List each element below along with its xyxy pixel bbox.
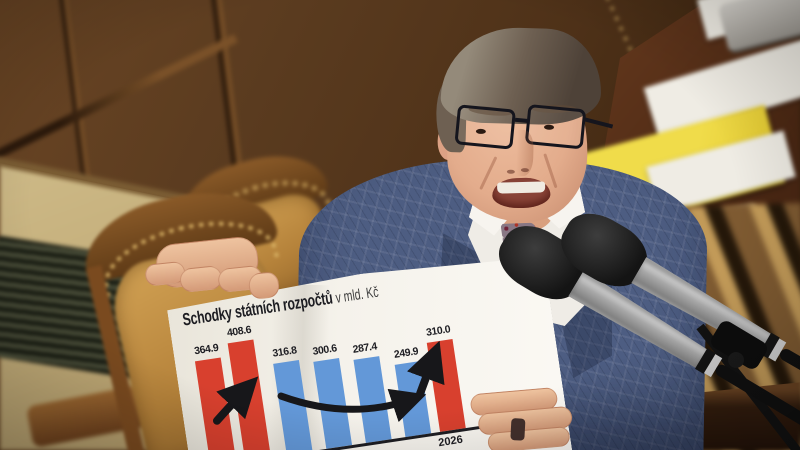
hand-left [469, 380, 575, 450]
finger [178, 264, 224, 294]
glasses-bridge [514, 117, 529, 124]
teeth [497, 181, 546, 194]
arrow-swoosh [281, 377, 409, 421]
mic-clamp-knob [728, 352, 744, 368]
glasses-lens-left [454, 104, 516, 150]
glasses-lens-right [524, 104, 587, 150]
eye-right [543, 124, 555, 130]
arrow-bar1-bar2 [213, 391, 247, 420]
poster-chart: Schodky státních rozpočtů v mld. Kč 364.… [166, 247, 579, 450]
nostril [520, 167, 529, 173]
finger [247, 271, 281, 300]
hand-right [142, 233, 281, 324]
nostril [506, 169, 515, 174]
arrow-bar7 [416, 360, 437, 393]
panel-moulding [0, 34, 238, 165]
glasses-temple [583, 117, 614, 129]
wedding-ring [510, 418, 526, 441]
head [433, 25, 614, 230]
eye-left [475, 128, 486, 135]
chart-arrows [166, 247, 579, 450]
panel-groove [57, 0, 91, 190]
